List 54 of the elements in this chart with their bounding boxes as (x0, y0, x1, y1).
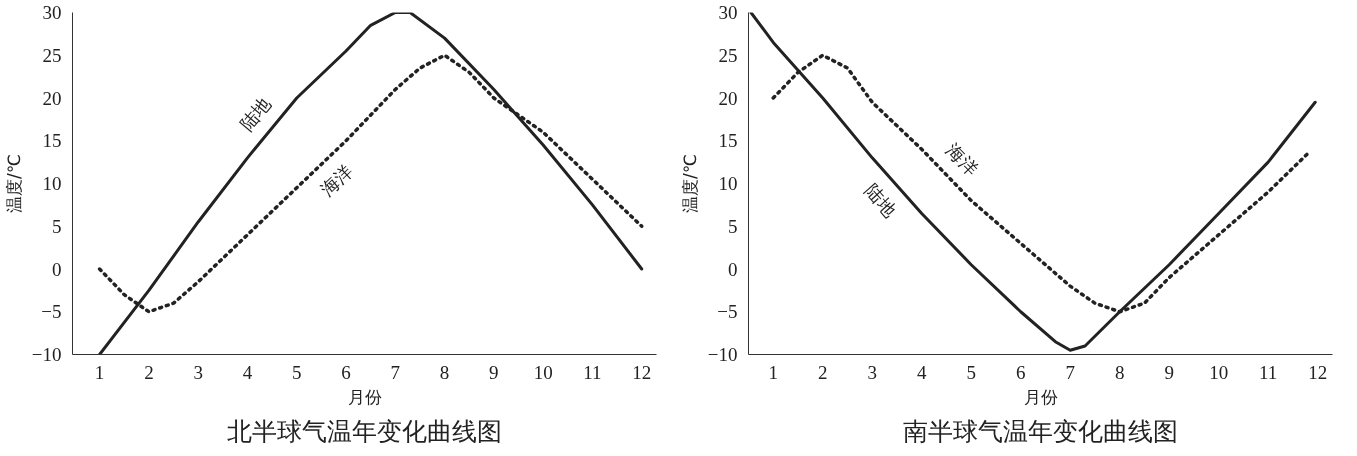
y-tick-label: 25 (42, 44, 62, 66)
text: 陆地 (235, 93, 275, 135)
x-tick-label: 5 (966, 361, 976, 383)
x-tick-label: 4 (242, 361, 253, 383)
y-tick-label: 10 (718, 173, 738, 194)
line-series (98, 12, 644, 355)
y-tick-label: 5 (52, 215, 62, 237)
x-tick-label: 4 (916, 361, 927, 383)
x-tick-label: 12 (1308, 361, 1328, 383)
x-tick-label: 1 (94, 361, 105, 383)
x-tick-label: 8 (439, 361, 450, 383)
y-tick-label: 0 (52, 258, 62, 280)
y-tick-label: 15 (718, 130, 738, 152)
y-tick-label: 5 (728, 215, 738, 237)
y-tick-label: 0 (728, 258, 738, 280)
y-tick-label: −5 (41, 301, 62, 323)
x-axis-title: 月份 (347, 386, 382, 407)
x-tick-label: 2 (817, 361, 828, 383)
text: 海洋 (942, 139, 983, 180)
y-tick-label: −10 (707, 344, 738, 365)
y-tick-label: 20 (718, 87, 738, 109)
x-tick-label: 8 (1114, 361, 1125, 383)
x-tick-label: 3 (193, 361, 203, 383)
y-tick-label: 25 (718, 44, 738, 66)
x-axis-title: 月份 (1023, 386, 1058, 407)
y-axis-title: 温度/℃ (3, 154, 24, 213)
y-axis-title: 温度/℃ (679, 154, 700, 213)
text: 南半球气温年变化曲线图 (903, 416, 1178, 446)
x-tick-label: 6 (1015, 361, 1026, 383)
x-tick-label: 12 (632, 361, 652, 383)
x-tick-label: 10 (1209, 361, 1229, 383)
y-tick-label: 10 (42, 173, 62, 194)
text: 海洋 (316, 160, 357, 201)
x-tick-label: 2 (144, 361, 154, 383)
y-tick-label: 30 (718, 2, 738, 23)
text: 北半球气温年变化曲线图 (227, 416, 502, 446)
x-tick-label: 6 (341, 361, 351, 383)
y-tick-label: 20 (42, 87, 62, 109)
y-tick-label: −10 (31, 344, 62, 365)
y-tick-label: 15 (42, 130, 62, 152)
x-tick-label: 9 (1164, 361, 1174, 383)
x-tick-label: 7 (1065, 361, 1075, 383)
x-tick-label: 9 (489, 361, 499, 383)
x-tick-label: 3 (867, 361, 877, 383)
x-tick-label: 11 (1259, 361, 1278, 383)
text: 陆地 (860, 179, 901, 221)
y-tick-label: 30 (42, 2, 62, 23)
line-series (771, 53, 1310, 314)
x-tick-label: 11 (583, 361, 602, 383)
y-tick-label: −5 (717, 301, 738, 323)
x-tick-label: 10 (533, 361, 553, 383)
x-tick-label: 5 (291, 361, 302, 383)
x-tick-label: 1 (768, 361, 778, 383)
x-tick-label: 7 (390, 361, 401, 383)
